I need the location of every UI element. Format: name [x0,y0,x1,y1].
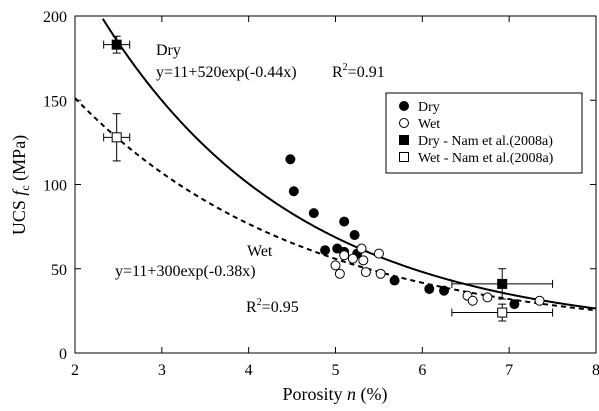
legend-marker [399,135,409,145]
dry-point [424,283,435,294]
wet-fit-curve [74,97,597,312]
wet-point [358,255,369,266]
y-tick-label: 0 [59,346,67,363]
x-tick-label: 5 [332,362,340,379]
dry-point [288,186,299,197]
wet-point [347,253,358,264]
x-axis-label: Porosity n (%) [283,384,388,405]
wet-fit-name: Wet [247,243,273,260]
y-tick-label: 50 [51,262,67,279]
data-markers [111,39,545,318]
wet-point [375,268,386,279]
dry-nam-et-al-2008a-point [111,39,122,50]
legend: Dry Wet Dry - Nam et al.(2008a) Wet - Nam e… [385,92,583,174]
legend-label: Dry [418,100,440,115]
wet-nam-et-al-2008a-point [497,307,508,318]
dry-point [349,230,360,241]
legend-label: Wet [418,117,440,132]
legend-marker [399,101,409,111]
dry-nam-et-al-2008a-point [497,278,508,289]
wet-point [360,267,371,278]
legend-label: Wet - Nam et al.(2008a) [418,151,554,166]
wet-point [373,248,384,259]
x-tick-label: 2 [71,362,79,379]
wet-fit-r2: R2=0.95 [246,297,299,316]
x-tick-label: 6 [418,362,426,379]
y-tick-label: 200 [43,9,67,26]
legend-label: Dry - Nam et al.(2008a) [418,134,553,149]
dry-point [285,154,296,165]
wet-point [467,295,478,306]
dry-point [509,299,520,310]
dry-point [439,285,450,296]
wet-fit-equation: y=11+300exp(-0.38x) [115,263,256,280]
wet-point [534,295,545,306]
dry-point [389,275,400,286]
wet-point [482,292,493,303]
x-tick-label: 4 [245,362,253,379]
y-tick-label: 100 [43,178,67,195]
legend-marker [399,118,409,128]
x-tick-label: 8 [592,362,599,379]
y-axis-label: UCS fc (MPa) [9,135,32,235]
dry-fit-equation: y=11+520exp(-0.44x) [156,64,297,81]
dry-fit-r2: R2=0.91 [332,62,385,81]
wet-point [356,243,367,254]
wet-point [339,250,350,261]
legend-box [385,92,583,174]
x-tick-label: 7 [505,362,513,379]
dry-point [308,208,319,219]
wet-point [330,260,341,271]
x-tick-label: 3 [158,362,166,379]
wet-nam-et-al-2008a-point [111,132,122,143]
dry-point [339,216,350,227]
legend-marker [399,152,409,162]
dry-fit-curve [101,18,597,310]
wet-point [334,268,345,279]
axes: 2 3 4 5 6 7 8 0 50 100 150 200 [43,9,599,379]
y-tick-label: 150 [43,93,67,110]
dry-point [320,245,331,256]
fit-curves [74,18,597,312]
dry-fit-name: Dry [156,42,181,59]
